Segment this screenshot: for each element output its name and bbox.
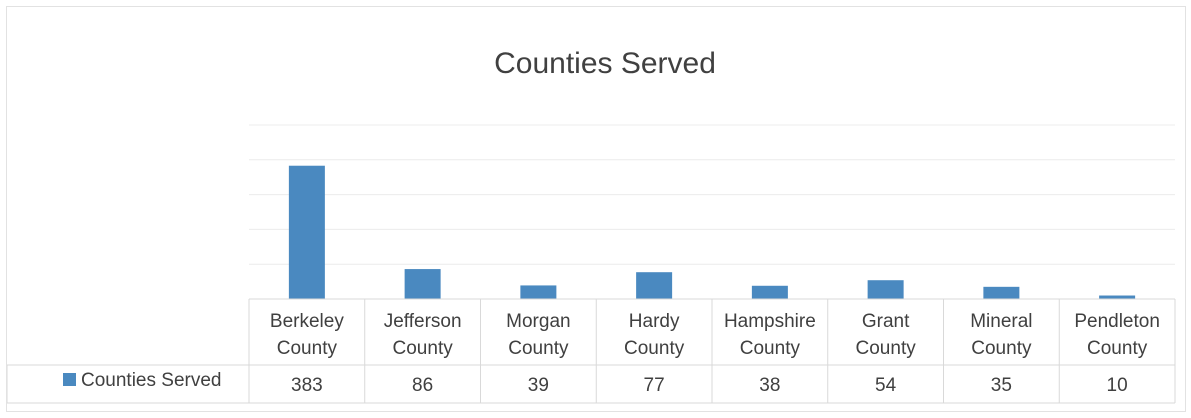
- value-label: 10: [1107, 375, 1128, 396]
- bars: [288, 165, 1136, 299]
- bar: [288, 165, 325, 299]
- value-label: 383: [291, 375, 323, 396]
- value-label: 54: [875, 375, 897, 396]
- category-label: Grant County: [856, 311, 917, 359]
- gridlines: [249, 124, 1175, 265]
- bar: [520, 285, 557, 299]
- chart-title: Counties Served: [494, 47, 716, 80]
- category-label: Morgan County: [506, 311, 570, 359]
- bar: [867, 280, 904, 299]
- bar: [404, 269, 441, 299]
- bar: [751, 285, 788, 299]
- category-label: Pendleton County: [1074, 311, 1160, 359]
- counties-served-chart: Counties Served Berkeley County Jefferson C…: [7, 47, 1176, 404]
- value-label: 38: [759, 375, 780, 396]
- bar: [636, 272, 673, 299]
- value-label: 86: [412, 375, 433, 396]
- category-label: Berkeley County: [270, 311, 344, 359]
- category-label: Mineral County: [970, 311, 1032, 359]
- legend-swatch: [63, 373, 76, 386]
- bar: [1099, 295, 1136, 299]
- category-label: Jefferson County: [384, 311, 462, 359]
- legend-label: Counties Served: [81, 370, 221, 391]
- value-label: 35: [991, 375, 1012, 396]
- category-label: Hampshire County: [724, 311, 816, 359]
- value-label: 77: [644, 375, 665, 396]
- data-table: Berkeley County Jefferson County Morgan Count…: [7, 298, 1176, 404]
- category-label: Hardy County: [624, 311, 685, 359]
- value-label: 39: [528, 375, 549, 396]
- chart-frame: Counties Served Berkeley County Jefferson C…: [6, 6, 1186, 412]
- bar: [983, 286, 1020, 299]
